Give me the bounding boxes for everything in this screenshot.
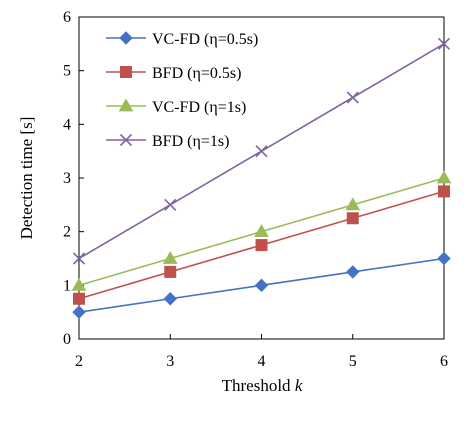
- data-point: [346, 265, 360, 279]
- x-marker-stroke: [119, 133, 133, 147]
- x-tick-label: 3: [166, 353, 174, 370]
- x-axis-label: Threshold k: [222, 376, 303, 395]
- data-point: [437, 37, 451, 50]
- y-tick-label: 6: [63, 9, 71, 26]
- data-point: [72, 252, 86, 265]
- x-marker-stroke: [255, 145, 268, 158]
- data-point: [71, 277, 87, 291]
- x-tick-label: 2: [75, 353, 83, 370]
- data-point: [346, 212, 359, 225]
- y-tick-label: 4: [63, 116, 71, 133]
- data-point: [254, 224, 269, 238]
- data-point: [436, 170, 452, 184]
- legend-entry-2: BFD (η=0.5s): [106, 65, 241, 82]
- data-point: [254, 278, 269, 293]
- series-2: [73, 185, 450, 305]
- legend-entry-1: VC-FD (η=0.5s): [106, 31, 258, 48]
- x-marker-stroke: [346, 91, 359, 104]
- legend-entry-3: VC-FD (η=1s): [106, 98, 246, 116]
- legend-marker: [119, 133, 133, 147]
- data-point: [345, 197, 361, 211]
- y-tick-label: 5: [63, 63, 71, 80]
- x-tick-label: 5: [349, 353, 357, 370]
- data-point: [72, 305, 86, 319]
- series-layer: [71, 37, 452, 319]
- data-point: [164, 198, 177, 211]
- data-point: [73, 292, 85, 305]
- y-axis-ticks: 0 1 2 3 4 5 6: [63, 9, 84, 348]
- x-tick-label: 6: [440, 353, 448, 370]
- legend-marker: [119, 31, 133, 45]
- data-point: [163, 292, 177, 306]
- y-tick-label: 3: [63, 170, 71, 187]
- x-marker-stroke: [164, 198, 177, 211]
- data-point: [162, 250, 178, 264]
- data-point: [438, 185, 450, 198]
- x-marker-stroke: [72, 252, 86, 265]
- series-4: [72, 37, 451, 265]
- legend-label: BFD (η=0.5s): [152, 65, 241, 82]
- legend-entry-4: BFD (η=1s): [106, 133, 229, 150]
- legend-label: VC-FD (η=1s): [152, 99, 246, 116]
- data-point: [437, 251, 451, 266]
- legend-label: VC-FD (η=0.5s): [152, 31, 258, 48]
- series-3: [71, 170, 452, 291]
- y-axis-label: Detection time [s]: [17, 117, 36, 240]
- x-axis-label-variable: k: [295, 376, 303, 395]
- legend-label: BFD (η=1s): [152, 133, 229, 150]
- x-marker-stroke: [437, 37, 451, 50]
- x-axis-label-text: Threshold: [222, 376, 295, 395]
- legend-marker: [120, 66, 132, 78]
- series-1: [72, 251, 451, 319]
- data-point: [346, 91, 359, 104]
- legend-marker: [118, 98, 134, 112]
- y-tick-label: 2: [63, 224, 71, 241]
- data-point: [164, 265, 177, 278]
- data-point: [255, 239, 268, 252]
- x-tick-label: 4: [258, 353, 266, 370]
- y-tick-label: 1: [63, 277, 71, 294]
- data-point: [255, 145, 268, 158]
- legend: VC-FD (η=0.5s) BFD (η=0.5s) VC-FD (η=1s) BF…: [106, 31, 258, 150]
- y-tick-label: 0: [63, 331, 71, 348]
- x-axis-ticks: 2 3 4 5 6: [75, 334, 448, 370]
